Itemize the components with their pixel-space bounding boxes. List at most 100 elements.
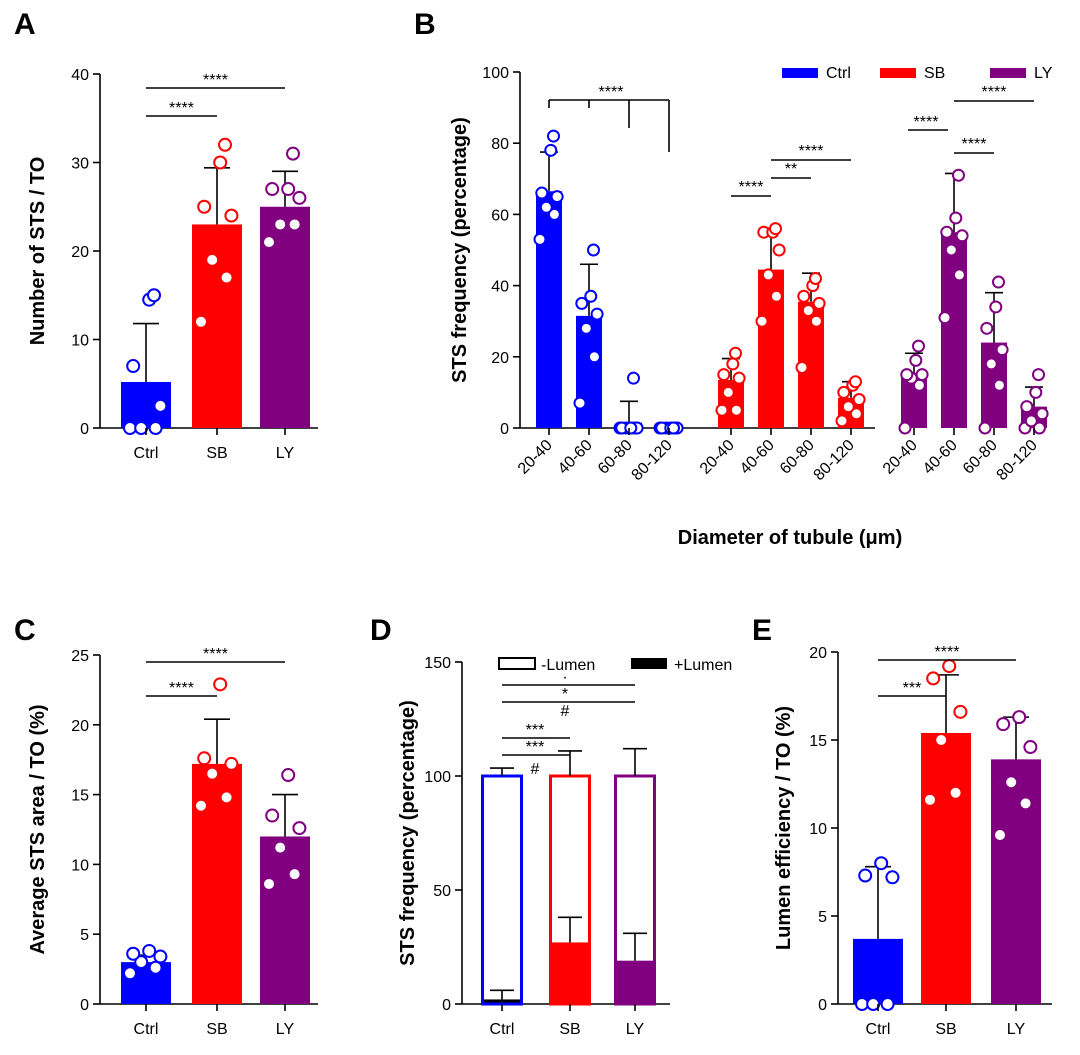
data-point-E-SB (948, 785, 963, 800)
data-point-E-Ctrl (874, 856, 889, 871)
data-point-B-LY (952, 168, 965, 182)
y-tick-label-C: 20 (71, 718, 89, 735)
bar-C-LY (260, 836, 310, 1004)
data-point-A-Ctrl (126, 359, 141, 374)
data-point-B-SB (769, 222, 782, 236)
data-point-A-SB (205, 252, 220, 267)
data-point-B-SB (729, 403, 743, 417)
x-tick-label-C: SB (206, 1021, 227, 1038)
legend-label-LY: LY (1034, 65, 1053, 82)
x-tick-label-B: 80-120 (994, 437, 1041, 484)
panel-label-E: E (752, 614, 772, 647)
significance-label-B: **** (739, 179, 764, 196)
data-point-B-LY (898, 421, 912, 435)
data-point-B-SB (797, 289, 811, 303)
y-tick-label-A: 20 (71, 244, 89, 261)
y-tick-label-D: 0 (442, 997, 451, 1014)
data-point-B-LY (944, 243, 958, 257)
data-point-B-Ctrl (587, 350, 601, 364)
x-tick-label-B: 40-60 (920, 437, 961, 478)
data-point-B-Ctrl (547, 129, 560, 143)
data-point-B-SB (795, 360, 809, 374)
data-point-B-LY (940, 225, 954, 239)
panel-label-A: A (14, 8, 36, 41)
x-tick-label-E: SB (935, 1021, 956, 1038)
y-tick-label-B: 40 (491, 279, 509, 296)
significance-label-E: **** (935, 644, 960, 661)
data-point-B-SB (849, 375, 862, 389)
data-point-B-LY (984, 357, 998, 371)
data-point-C-SB (194, 798, 208, 813)
significance-label-D: # (531, 761, 540, 778)
data-point-E-LY (1018, 796, 1033, 811)
y-tick-label-C: 10 (71, 857, 89, 874)
data-point-C-LY (262, 876, 276, 891)
data-point-B-SB (837, 385, 851, 399)
data-point-B-Ctrl (535, 186, 549, 200)
data-point-B-SB (772, 243, 786, 257)
legend-swatch-plus-lumen (631, 658, 667, 669)
y-tick-label-C: 15 (71, 788, 89, 805)
data-point-C-Ctrl (126, 946, 141, 961)
data-point-B-LY (992, 378, 1006, 392)
y-tick-label-D: 50 (433, 883, 451, 900)
data-point-B-SB (715, 403, 729, 417)
data-point-A-LY (265, 182, 280, 197)
data-point-B-SB (755, 314, 769, 328)
y-tick-label-A: 40 (71, 67, 89, 84)
x-tick-label-B: 40-60 (555, 437, 596, 478)
data-point-A-LY (262, 235, 276, 250)
data-point-B-LY (915, 368, 929, 382)
significance-label-D: *** (526, 739, 545, 756)
data-point-C-SB (213, 677, 228, 692)
significance-label-B: **** (914, 114, 939, 131)
data-point-B-Ctrl (547, 207, 561, 221)
significance-label-D: # (561, 703, 570, 720)
significance-label-B: **** (799, 143, 824, 160)
significance-label-B: ** (785, 161, 797, 178)
data-point-A-SB (197, 199, 212, 214)
y-tick-label-E: 10 (809, 821, 827, 838)
data-point-C-SB (224, 756, 239, 771)
data-point-C-SB (219, 790, 234, 805)
y-tick-label-C: 0 (80, 997, 89, 1014)
data-point-C-LY (265, 808, 280, 823)
y-tick-label-E: 20 (809, 645, 827, 662)
data-point-A-SB (219, 270, 234, 285)
data-point-E-LY (993, 828, 1007, 843)
y-axis-title-E: Lumen efficiency / TO (%) (773, 706, 795, 950)
y-tick-label-B: 60 (491, 207, 509, 224)
data-point-C-LY (287, 867, 302, 882)
x-tick-label-A: SB (206, 445, 227, 462)
bar-D-minus-lumen-Ctrl (481, 774, 523, 1006)
data-point-B-Ctrl (590, 307, 604, 321)
data-point-B-Ctrl (533, 232, 547, 246)
y-tick-label-C: 5 (80, 927, 89, 944)
significance-label-D: · (562, 669, 567, 686)
y-tick-label-D: 150 (424, 655, 451, 672)
y-axis-title-D: STS frequency (percentage) (397, 700, 419, 966)
data-point-B-Ctrl (584, 289, 598, 303)
data-point-B-Ctrl (579, 321, 593, 335)
significance-label-B: **** (599, 84, 624, 101)
significance-label-E: *** (903, 680, 922, 697)
data-point-B-SB (726, 357, 740, 371)
data-point-B-LY (1032, 368, 1045, 382)
y-tick-label-B: 80 (491, 136, 509, 153)
data-point-E-LY (1012, 710, 1027, 725)
y-axis-title-B: STS frequency (percentage) (449, 117, 471, 383)
data-point-C-LY (281, 768, 296, 783)
panel-label-C: C (14, 614, 36, 647)
data-point-B-LY (978, 421, 992, 435)
x-tick-label-C: LY (276, 1021, 295, 1038)
data-point-E-Ctrl (885, 870, 900, 885)
data-point-B-Ctrl (550, 190, 564, 204)
data-point-B-Ctrl (587, 243, 600, 257)
data-point-B-Ctrl (624, 421, 638, 435)
data-point-B-LY (1024, 414, 1038, 428)
data-point-B-Ctrl (575, 296, 589, 310)
data-point-B-SB (732, 371, 746, 385)
data-point-E-Ctrl (866, 997, 881, 1011)
y-tick-label-D: 100 (424, 769, 451, 786)
data-point-B-SB (809, 314, 823, 328)
